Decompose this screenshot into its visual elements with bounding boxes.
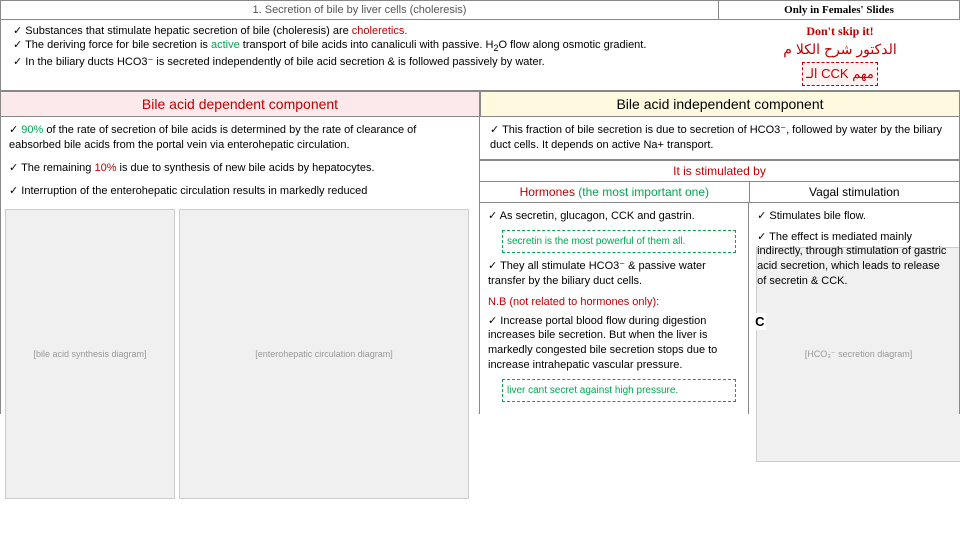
dependent-header: Bile acid dependent component [0,91,480,117]
intro-bullets: Substances that stimulate hepatic secret… [0,20,720,91]
hormones-label: Hormones [520,185,579,199]
active-term: active [211,39,240,51]
females-slides-label: Only in Females' Slides [719,1,959,19]
intro-text: In the biliary ducts HCO3⁻ is secreted i… [13,55,712,69]
choleretics-term: choleretics. [352,25,408,37]
vagal-column: Stimulates bile flow. The effect is medi… [749,203,959,415]
independent-column: This fraction of bile secretion is due t… [480,117,960,414]
hormones-header: Hormones (the most important one) [480,182,750,202]
dont-skip-label: Don't skip it! [724,24,956,39]
dependent-column: 90% of the rate of secretion of bile aci… [0,117,480,414]
section-title: 1. Secretion of bile by liver cells (cho… [1,1,719,19]
dep-bullet: 90% of the rate of secretion of bile aci… [9,123,471,153]
important-note: (the most important one) [578,185,709,199]
horm-bullet: As secretin, glucagon, CCK and gastrin. [488,209,740,224]
side-note: Don't skip it! الدكتور شرح الكلا م الـ C… [720,20,960,91]
hormones-column: As secretin, glucagon, CCK and gastrin. … [480,203,749,415]
cck-c-label: C [753,313,766,331]
secretin-note: secretin is the most powerful of them al… [502,230,736,254]
dep-bullet: The remaining 10% is due to synthesis of… [9,161,471,176]
nb-label: N.B (not related to hormones only): [488,295,740,310]
intro-text: Substances that stimulate hepatic secret… [25,25,352,37]
stimulated-header: It is stimulated by [480,160,959,182]
enterohepatic-diagram: [enterohepatic circulation diagram] [179,209,469,499]
dep-text: The remaining [21,162,94,174]
dep-bullet: Interruption of the enterohepatic circul… [9,184,471,199]
pressure-note: liver cant secret against high pressure. [502,379,736,403]
indep-intro: This fraction of bile secretion is due t… [480,117,959,160]
dep-text: is due to synthesis of new bile acids by… [116,162,374,174]
arabic-note: الدكتور شرح الكلا م [724,41,956,58]
intro-text: transport of bile acids into canaliculi … [240,39,494,51]
intro-text: O flow along osmotic gradient. [498,39,646,51]
horm-bullet: They all stimulate HCO3⁻ & passive water… [488,259,740,289]
intro-text: The deriving force for bile secretion is [25,39,211,51]
horm-bullet: Increase portal blood flow during digest… [488,314,740,373]
vagal-bullet: Stimulates bile flow. [757,209,951,224]
pct-10: 10% [94,162,116,174]
vagal-header: Vagal stimulation [750,182,959,202]
bile-synthesis-diagram: [bile acid synthesis diagram] [5,209,175,499]
diagram-row: [bile acid synthesis diagram] [enterohep… [1,209,473,499]
independent-header: Bile acid independent component [480,91,960,117]
cck-note: الـ CCK مهم [802,62,878,86]
vagal-bullet: The effect is mediated mainly indirectly… [757,230,951,289]
pct-90: 90% [21,124,43,136]
dep-text: of the rate of secretion of bile acids i… [9,124,416,151]
